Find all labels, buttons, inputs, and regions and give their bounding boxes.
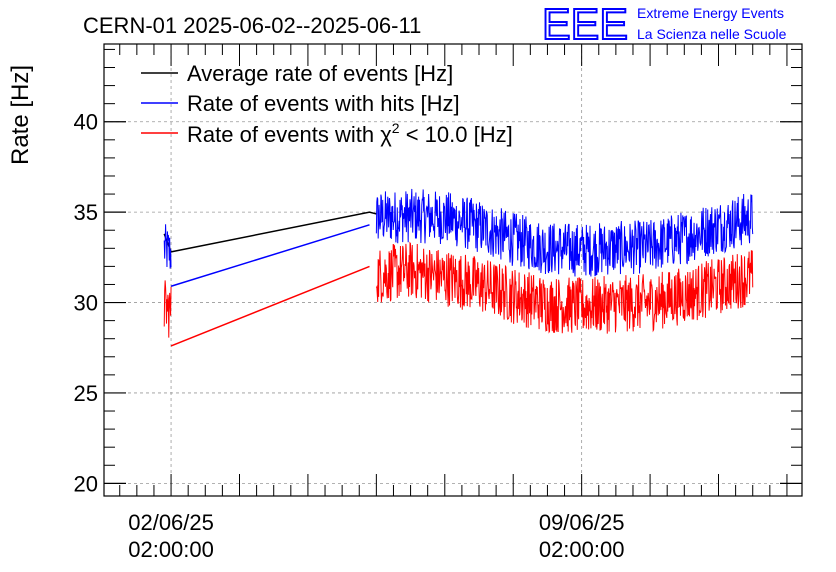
y-tick-label: 25 [74,381,98,406]
series-2-segment-0 [163,280,172,338]
eee-logo: EEE [542,0,628,49]
legend-chi2-symbol: χ [380,122,392,147]
series-group [163,188,754,347]
legend-label-hits: Rate of events with hits [Hz] [187,91,460,116]
series-2-connector [170,265,370,347]
y-axis-label: Rate [Hz] [7,65,34,165]
y-tick-label: 40 [74,110,98,135]
series-2-segment-1 [375,241,754,334]
brand-line-2: La Scienza nelle Scuole [637,26,787,42]
legend-label-chi2: Rate of events with χ2 < 10.0 [Hz] [187,120,513,147]
y-tick-label: 20 [74,471,98,496]
legend-label-average: Average rate of events [Hz] [187,61,453,86]
brand-line-1: Extreme Energy Events [637,5,784,21]
legend-chi2-prefix: Rate of events with [187,122,380,147]
legend-chi2-suffix: < 10.0 [Hz] [400,122,513,147]
tick-labels: 202530354002/06/2502:00:0009/06/2502:00:… [74,110,625,562]
y-tick-label: 35 [74,200,98,225]
chart-title: CERN-01 2025-06-02--2025-06-11 [83,13,421,38]
y-tick-label: 30 [74,291,98,316]
series-1-segment-0 [163,224,172,269]
x-tick-time: 02:00:00 [539,537,625,562]
x-tick-date: 02/06/25 [128,510,214,535]
legend: Average rate of events [Hz] Rate of even… [141,61,513,147]
x-tick-date: 09/06/25 [539,510,625,535]
series-1-segment-1 [375,188,754,277]
series-1-connector [170,224,370,287]
x-tick-time: 02:00:00 [128,537,214,562]
axis-ticks [104,44,802,496]
legend-chi2-sup: 2 [392,120,400,136]
plot-frame [103,43,803,497]
